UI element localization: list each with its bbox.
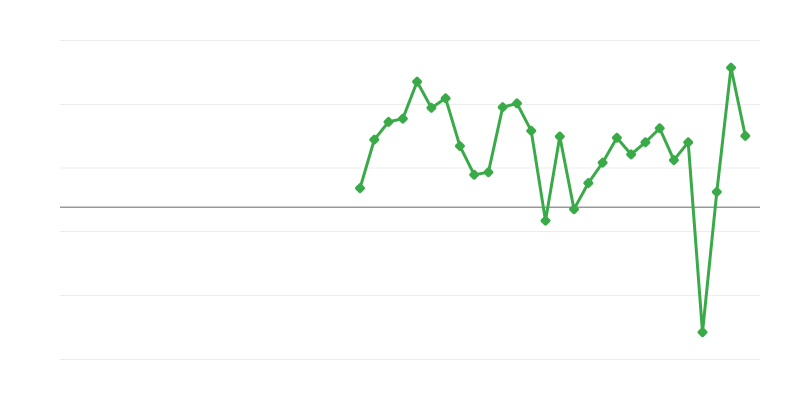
series-line [358,66,747,334]
data-point-marker[interactable] [640,137,651,148]
data-point-marker[interactable] [497,101,508,113]
data-point-marker[interactable] [354,182,365,194]
data-point-marker[interactable] [411,76,422,87]
data-point-marker[interactable] [725,62,736,73]
data-point-marker[interactable] [525,125,537,136]
data-point-marker[interactable] [597,157,608,168]
data-point-marker[interactable] [369,134,380,145]
data-point-marker[interactable] [554,131,565,142]
data-point-marker[interactable] [426,102,437,113]
data-point-marker[interactable] [668,154,679,166]
data-point-marker[interactable] [682,137,694,148]
data-point-marker[interactable] [697,326,708,338]
data-point-marker[interactable] [468,169,480,180]
data-point-marker[interactable] [711,186,722,197]
data-point-marker[interactable] [625,149,637,160]
data-point-marker[interactable] [483,166,494,178]
data-point-marker[interactable] [454,140,465,152]
data-point-marker[interactable] [540,215,551,226]
data-point-marker[interactable] [611,132,622,143]
data-point-marker[interactable] [397,113,408,124]
data-point-marker[interactable] [440,93,451,104]
data-point-marker[interactable] [654,122,665,134]
data-point-marker[interactable] [583,177,594,189]
data-point-marker[interactable] [511,98,522,109]
data-point-marker[interactable] [383,116,394,127]
data-point-marker[interactable] [740,130,751,141]
data-point-marker[interactable] [568,203,579,215]
